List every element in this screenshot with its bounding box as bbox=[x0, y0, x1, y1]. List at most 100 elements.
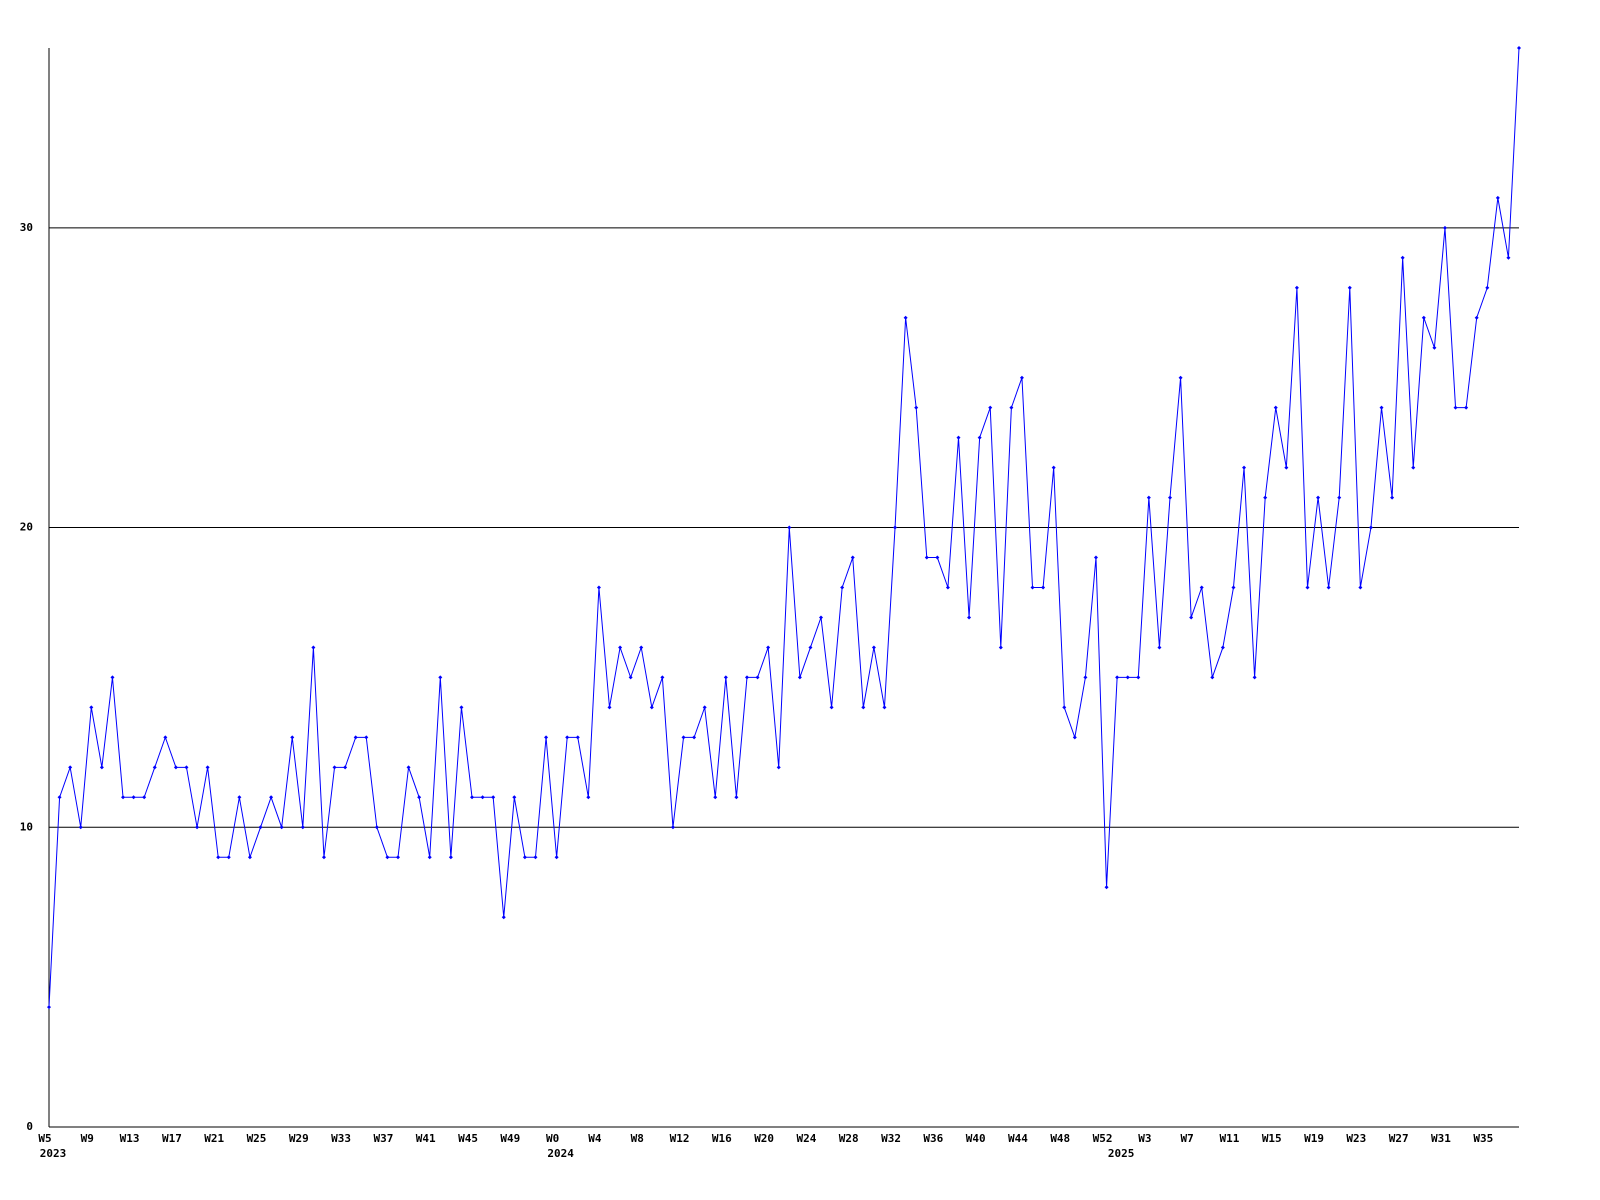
x-tick-label: W5 bbox=[38, 1132, 51, 1145]
data-point bbox=[1442, 225, 1447, 230]
x-tick-label: W41 bbox=[416, 1132, 436, 1145]
x-tick-label: W40 bbox=[966, 1132, 986, 1145]
data-point bbox=[586, 795, 591, 800]
data-point bbox=[967, 615, 972, 620]
data-point bbox=[723, 675, 728, 680]
x-tick-label: W16 bbox=[712, 1132, 732, 1145]
x-tick-label: W52 bbox=[1093, 1132, 1113, 1145]
data-point bbox=[1432, 345, 1437, 350]
data-point bbox=[1009, 405, 1014, 410]
data-point bbox=[1263, 495, 1268, 500]
data-point bbox=[755, 675, 760, 680]
x-tick-label: W25 bbox=[247, 1132, 267, 1145]
data-point bbox=[1464, 405, 1469, 410]
x-tick-label: W11 bbox=[1220, 1132, 1240, 1145]
data-point bbox=[110, 675, 115, 680]
x-tick-label: W33 bbox=[331, 1132, 351, 1145]
data-point bbox=[1252, 675, 1257, 680]
data-point bbox=[956, 435, 961, 440]
y-tick-label: 30 bbox=[20, 221, 33, 234]
data-point bbox=[935, 555, 940, 560]
x-tick-label: W12 bbox=[670, 1132, 690, 1145]
data-point bbox=[1316, 495, 1321, 500]
data-point bbox=[692, 735, 697, 740]
data-point bbox=[1157, 645, 1162, 650]
data-point bbox=[1453, 405, 1458, 410]
data-point bbox=[649, 705, 654, 710]
x-tick-label: W45 bbox=[458, 1132, 478, 1145]
data-point bbox=[480, 795, 485, 800]
data-point bbox=[670, 825, 675, 830]
data-point bbox=[977, 435, 982, 440]
data-point bbox=[205, 765, 210, 770]
x-tick-label: W3 bbox=[1138, 1132, 1151, 1145]
data-point bbox=[850, 555, 855, 560]
data-point bbox=[544, 735, 549, 740]
data-point bbox=[1125, 675, 1130, 680]
y-tick-label: 20 bbox=[20, 521, 33, 534]
x-tick-label: W37 bbox=[373, 1132, 393, 1145]
data-point bbox=[1041, 585, 1046, 590]
x-tick-label: W27 bbox=[1389, 1132, 1409, 1145]
data-point bbox=[184, 765, 189, 770]
x-tick-label: W29 bbox=[289, 1132, 309, 1145]
data-point bbox=[607, 705, 612, 710]
x-tick-label: W19 bbox=[1304, 1132, 1324, 1145]
data-point bbox=[533, 855, 538, 860]
data-point bbox=[829, 705, 834, 710]
data-point bbox=[1178, 375, 1183, 380]
data-point bbox=[565, 735, 570, 740]
x-tick-label: W15 bbox=[1262, 1132, 1282, 1145]
y-tick-label: 10 bbox=[20, 820, 33, 833]
data-point bbox=[1189, 615, 1194, 620]
data-point bbox=[300, 825, 305, 830]
x-tick-label: W7 bbox=[1181, 1132, 1194, 1145]
x-tick-label: W24 bbox=[797, 1132, 817, 1145]
data-point bbox=[258, 825, 263, 830]
data-point bbox=[1305, 585, 1310, 590]
data-point bbox=[945, 585, 950, 590]
data-point bbox=[332, 765, 337, 770]
data-point bbox=[575, 735, 580, 740]
data-point bbox=[1146, 495, 1151, 500]
data-point bbox=[385, 855, 390, 860]
data-point bbox=[269, 795, 274, 800]
data-point bbox=[173, 765, 178, 770]
data-point bbox=[1051, 465, 1056, 470]
data-point bbox=[1072, 735, 1077, 740]
data-point bbox=[744, 675, 749, 680]
data-point bbox=[131, 795, 136, 800]
data-point bbox=[1368, 525, 1373, 530]
x-tick-label: W44 bbox=[1008, 1132, 1028, 1145]
x-tick-label: W35 bbox=[1473, 1132, 1493, 1145]
year-label: 2023 bbox=[40, 1147, 67, 1160]
data-point bbox=[840, 585, 845, 590]
data-point bbox=[1242, 465, 1247, 470]
x-tick-label: W13 bbox=[120, 1132, 140, 1145]
x-tick-label: W4 bbox=[588, 1132, 602, 1145]
x-tick-label: W8 bbox=[631, 1132, 644, 1145]
data-point bbox=[787, 525, 792, 530]
data-point bbox=[1199, 585, 1204, 590]
data-point bbox=[417, 795, 422, 800]
data-point bbox=[68, 765, 73, 770]
data-point bbox=[1358, 585, 1363, 590]
data-point bbox=[1347, 285, 1352, 290]
data-point bbox=[1326, 585, 1331, 590]
data-point bbox=[1390, 495, 1395, 500]
data-point bbox=[364, 735, 369, 740]
data-point bbox=[99, 765, 104, 770]
data-point bbox=[1030, 585, 1035, 590]
data-point bbox=[903, 315, 908, 320]
data-point bbox=[470, 795, 475, 800]
data-point bbox=[776, 765, 781, 770]
x-tick-label: W23 bbox=[1346, 1132, 1366, 1145]
data-point bbox=[1411, 465, 1416, 470]
data-point bbox=[882, 705, 887, 710]
x-tick-label: W0 bbox=[546, 1132, 559, 1145]
data-point bbox=[216, 855, 221, 860]
data-point bbox=[618, 645, 623, 650]
data-point bbox=[628, 675, 633, 680]
data-point bbox=[893, 525, 898, 530]
